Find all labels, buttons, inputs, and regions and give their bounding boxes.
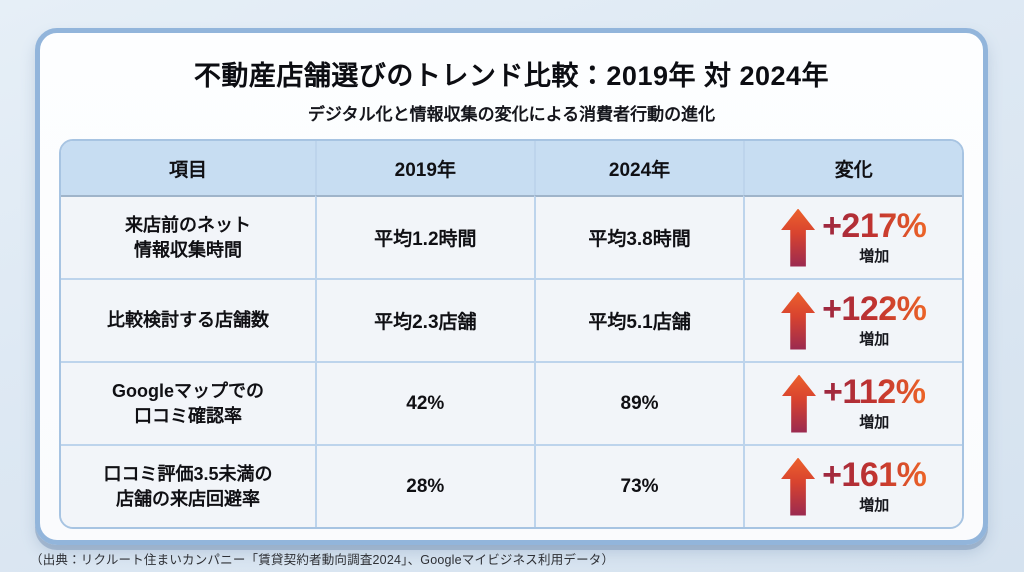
change-cell: +122% 増加	[743, 278, 962, 361]
column-header-item: 項目	[61, 141, 316, 195]
row-label-low-rating-avoidance: 口コミ評価3.5未満の 店舗の来店回避率	[61, 444, 316, 527]
change-text: +217% 増加	[822, 207, 927, 266]
cell-2019-value: 28%	[315, 444, 534, 527]
up-arrow-icon	[781, 457, 816, 516]
change-cell: +217% 増加	[743, 195, 962, 278]
up-arrow-icon	[782, 374, 816, 433]
source-note: （出典：リクルート住まいカンパニー「賃貸契約者動向調査2024」、Googleマ…	[30, 553, 615, 567]
cell-2024-value: 平均3.8時間	[533, 195, 744, 278]
change-text: +161% 増加	[822, 456, 927, 515]
row-label-info-gathering-time: 来店前のネット 情報収集時間	[61, 195, 316, 278]
up-arrow-icon	[781, 208, 816, 267]
up-arrow-icon	[781, 291, 816, 350]
cell-2019-value: 42%	[315, 361, 534, 444]
content-card: 不動産店舗選びのトレンド比較：2019年 対 2024年 デジタル化と情報収集の…	[35, 28, 988, 545]
column-header-2019: 2019年	[315, 141, 534, 195]
change-percent: +161%	[822, 456, 927, 494]
cell-2024-value: 73%	[533, 444, 744, 527]
change-text: +122% 増加	[822, 290, 927, 349]
change-percent: +122%	[822, 290, 927, 328]
column-header-change: 変化	[743, 141, 962, 195]
cell-2019-value: 平均2.3店舗	[315, 278, 534, 361]
row-label-google-maps-review-check: Googleマップでの 口コミ確認率	[61, 361, 316, 444]
change-note: 増加	[859, 414, 890, 431]
cell-2024-value: 平均5.1店舗	[533, 278, 744, 361]
change-percent: +112%	[823, 373, 926, 411]
column-header-2024: 2024年	[533, 141, 744, 195]
comparison-table: 項目 2019年 2024年 変化 来店前のネット 情報収集時間 平均1.2時間…	[59, 139, 964, 529]
cell-2019-value: 平均1.2時間	[315, 195, 534, 278]
page-subtitle: デジタル化と情報収集の変化による消費者行動の進化	[307, 105, 716, 124]
change-note: 増加	[859, 331, 890, 348]
change-percent: +217%	[822, 207, 927, 245]
change-note: 増加	[859, 497, 890, 514]
change-cell: +161% 増加	[743, 444, 962, 527]
page-title: 不動産店舗選びのトレンド比較：2019年 対 2024年	[193, 61, 830, 91]
change-text: +112% 増加	[823, 373, 926, 432]
change-note: 増加	[859, 248, 890, 265]
row-label-stores-compared: 比較検討する店舗数	[61, 278, 316, 361]
cell-2024-value: 89%	[533, 361, 744, 444]
change-cell: +112% 増加	[743, 361, 962, 444]
